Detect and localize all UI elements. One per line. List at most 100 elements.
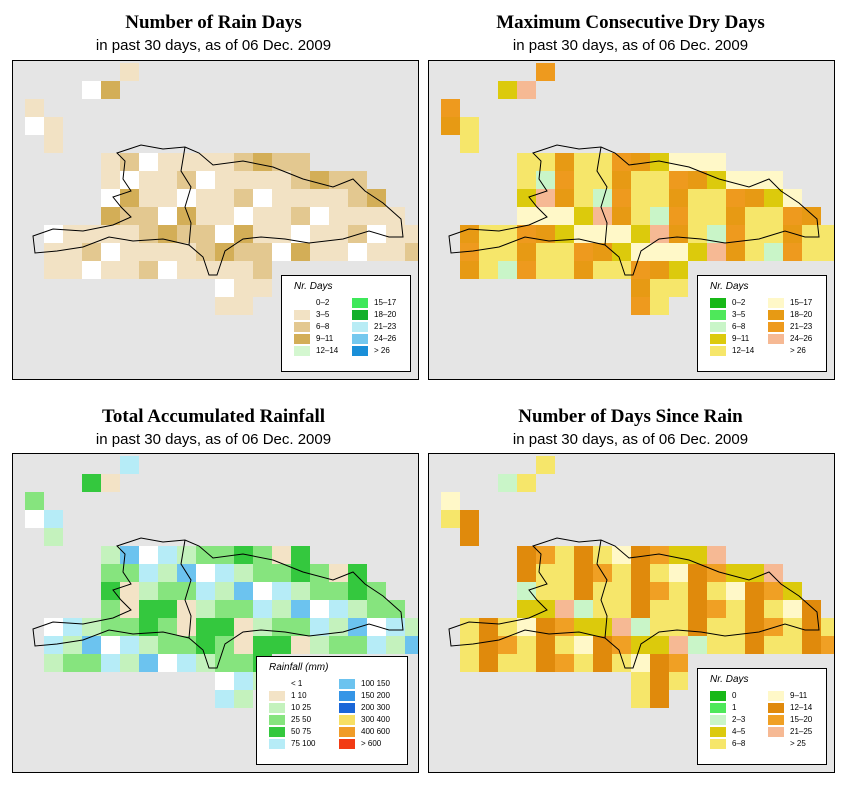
legend-item: 21–23 xyxy=(768,322,834,333)
grid-cell xyxy=(272,225,291,243)
grid-cell xyxy=(158,243,177,261)
grid-cell xyxy=(120,225,139,243)
grid-cell xyxy=(650,279,669,297)
grid-cell xyxy=(517,261,536,279)
grid-cell xyxy=(555,243,574,261)
legend-item: 18–20 xyxy=(352,310,418,321)
legend-label: > 26 xyxy=(374,346,390,355)
legend-swatch xyxy=(339,679,355,689)
legend-item: 18–20 xyxy=(768,310,834,321)
grid-cell xyxy=(158,582,177,600)
grid-cell xyxy=(158,546,177,564)
grid-cell xyxy=(498,81,517,99)
grid-cell xyxy=(669,546,688,564)
grid-cells xyxy=(441,63,834,315)
grid-cell xyxy=(272,189,291,207)
grid-cell xyxy=(517,243,536,261)
grid-cell xyxy=(764,171,783,189)
grid-cell xyxy=(120,63,139,81)
grid-cell xyxy=(272,207,291,225)
grid-cell xyxy=(310,600,329,618)
legend-item: 75 100 xyxy=(269,739,339,750)
grid-cell xyxy=(669,564,688,582)
grid-cell xyxy=(650,600,669,618)
grid-cell xyxy=(536,636,555,654)
grid-cell xyxy=(234,279,253,297)
legend-swatch xyxy=(294,334,310,344)
grid-cell xyxy=(139,582,158,600)
legend-swatch xyxy=(352,310,368,320)
legend-label: 200 300 xyxy=(361,703,390,712)
grid-cell xyxy=(44,636,63,654)
legend-label: 400 600 xyxy=(361,727,390,736)
grid-cell xyxy=(517,618,536,636)
grid-cell xyxy=(329,189,348,207)
grid-cell xyxy=(329,564,348,582)
grid-cell xyxy=(726,564,745,582)
grid-cell xyxy=(612,153,631,171)
grid-cell xyxy=(101,636,120,654)
grid-cell xyxy=(536,63,555,81)
grid-cell xyxy=(593,261,612,279)
grid-cell xyxy=(348,564,367,582)
grid-cell xyxy=(669,261,688,279)
grid-cell xyxy=(764,564,783,582)
grid-cell xyxy=(348,171,367,189)
grid-cell xyxy=(498,654,517,672)
grid-cell xyxy=(215,279,234,297)
grid-cell xyxy=(555,600,574,618)
grid-cell xyxy=(63,261,82,279)
grid-cell xyxy=(707,600,726,618)
grid-cell xyxy=(517,636,536,654)
grid-cell xyxy=(234,636,253,654)
grid-cell xyxy=(291,582,310,600)
grid-cell xyxy=(253,207,272,225)
grid-cell xyxy=(101,207,120,225)
grid-cell xyxy=(215,654,234,672)
grid-cell xyxy=(348,600,367,618)
grid-cell xyxy=(234,672,253,690)
grid-cell xyxy=(517,189,536,207)
grid-cell xyxy=(745,207,764,225)
grid-cell xyxy=(517,546,536,564)
panel-subtitle: in past 30 days, as of 06 Dec. 2009 xyxy=(95,431,332,448)
map-frame: Nr. Days 0–2 3–5 6–8 9–11 12–14 15–17 18–20 21–… xyxy=(428,60,835,380)
legend-label: 12–14 xyxy=(790,703,813,712)
grid-cell xyxy=(158,225,177,243)
legend-swatch xyxy=(768,691,784,701)
grid-cell xyxy=(215,189,234,207)
grid-cell xyxy=(498,225,517,243)
grid-cell xyxy=(158,564,177,582)
grid-cell xyxy=(82,81,101,99)
grid-cell xyxy=(650,564,669,582)
grid-cell xyxy=(234,171,253,189)
grid-cell xyxy=(479,225,498,243)
grid-cell xyxy=(517,564,536,582)
grid-cell xyxy=(139,261,158,279)
grid-cell xyxy=(44,654,63,672)
grid-cell xyxy=(101,225,120,243)
grid-cell xyxy=(555,171,574,189)
legend-swatch xyxy=(352,334,368,344)
grid-cell xyxy=(386,636,405,654)
legend-item: 0 xyxy=(710,691,780,702)
map-frame: Rainfall (mm) < 1 1 10 10 25 25 50 50 75 75 1… xyxy=(12,453,419,773)
legend-item: 3–5 xyxy=(710,310,780,321)
legend-swatch xyxy=(768,346,784,356)
grid-cell xyxy=(120,171,139,189)
legend-item: 150 200 xyxy=(339,691,409,702)
legend-item: 12–14 xyxy=(768,703,834,714)
legend-item: > 26 xyxy=(352,346,418,357)
grid-cell xyxy=(536,261,555,279)
grid-cell xyxy=(517,207,536,225)
legend-item: 15–20 xyxy=(768,715,834,726)
grid-cell xyxy=(726,171,745,189)
grid-cell xyxy=(764,189,783,207)
grid-cell xyxy=(441,117,460,135)
grid-cell xyxy=(234,546,253,564)
grid-cell xyxy=(215,672,234,690)
grid-cell xyxy=(196,243,215,261)
legend-item: 9–11 xyxy=(294,334,364,345)
grid-cell xyxy=(764,243,783,261)
grid-cell xyxy=(612,225,631,243)
